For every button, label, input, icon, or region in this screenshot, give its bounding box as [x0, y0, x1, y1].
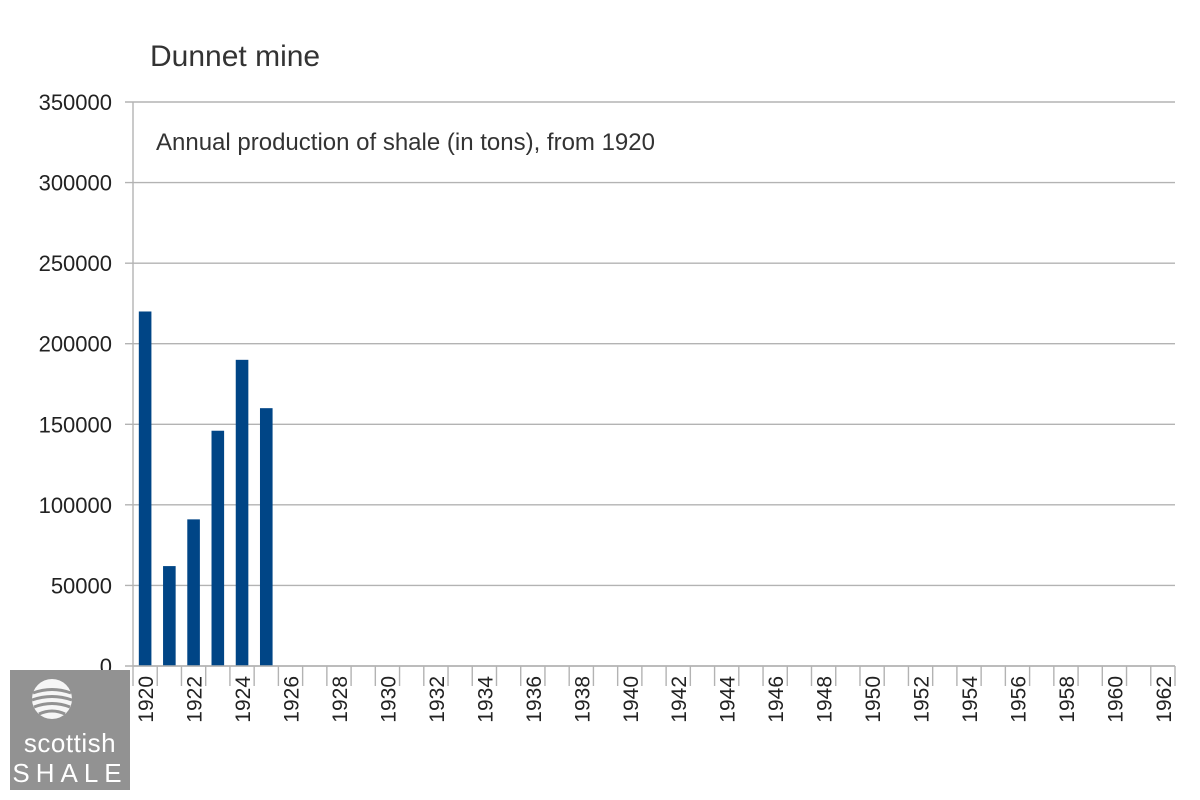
- y-tick-label: 150000: [39, 412, 112, 437]
- bar-1921: [163, 566, 176, 666]
- chart-subtitle: Annual production of shale (in tons), fr…: [156, 129, 655, 156]
- x-tick-label: 1920: [135, 676, 158, 723]
- x-axis-ticks: 1920 1922 1924 1926 1928 1930 1932 1934 1936 1938…: [135, 676, 1176, 723]
- logo-text-scottish: scottish: [23, 728, 117, 758]
- x-tick-label: 1932: [426, 676, 449, 723]
- x-tick-label: 1952: [911, 676, 934, 723]
- chart-title: Dunnet mine: [150, 40, 320, 73]
- bar-1920: [138, 311, 152, 666]
- y-tick-label: 350000: [39, 90, 112, 115]
- x-tick-label: 1942: [668, 676, 691, 723]
- x-tick-label: 1940: [620, 676, 643, 723]
- bar-1925: [259, 408, 273, 666]
- scottish-shale-logo: scottish SHALE: [10, 670, 130, 790]
- y-tick-label: 50000: [51, 573, 112, 598]
- x-tick-label: 1960: [1104, 676, 1127, 723]
- x-tick-label: 1924: [232, 676, 255, 723]
- y-tick-label: 200000: [39, 332, 112, 357]
- x-tick-label: 1936: [523, 676, 546, 723]
- x-tick-label: 1934: [474, 676, 497, 723]
- x-tick-label: 1948: [814, 676, 837, 723]
- x-tick-label: 1950: [862, 676, 885, 723]
- y-tick-label: 100000: [39, 493, 112, 518]
- x-tick-label: 1954: [959, 676, 982, 723]
- bar-1922: [187, 519, 200, 666]
- x-tick-label: 1962: [1153, 676, 1176, 723]
- globe-icon: [31, 679, 73, 719]
- y-tick-label: 250000: [39, 251, 112, 276]
- logo-text-shale: SHALE: [12, 758, 128, 788]
- x-tick-label: 1926: [281, 676, 304, 723]
- x-tick-label: 1958: [1056, 676, 1079, 723]
- bar-1924: [235, 359, 249, 666]
- x-tick-label: 1922: [184, 676, 207, 723]
- y-tick-label: 300000: [39, 171, 112, 196]
- gridlines: [125, 101, 1176, 686]
- x-tick-label: 1946: [765, 676, 788, 723]
- bars: [138, 311, 273, 666]
- bar-1923: [211, 430, 225, 666]
- y-axis-ticks: 0500001000001500002000002500003000003500…: [39, 90, 112, 679]
- x-tick-label: 1956: [1007, 676, 1030, 723]
- x-tick-label: 1930: [377, 676, 400, 723]
- x-tick-label: 1938: [571, 676, 594, 723]
- x-tick-label: 1928: [329, 676, 352, 723]
- x-tick-label: 1944: [717, 676, 740, 723]
